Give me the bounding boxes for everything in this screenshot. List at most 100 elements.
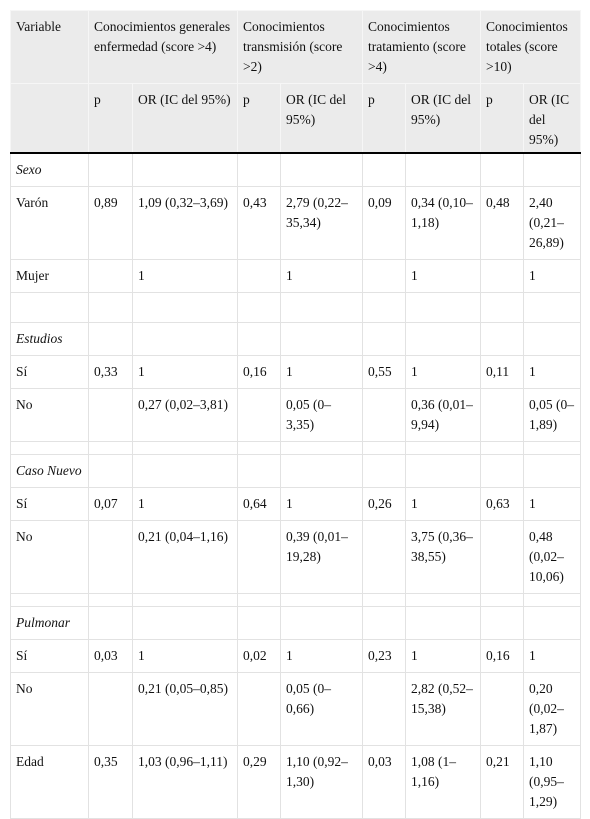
empty-cell	[280, 454, 364, 488]
cell: 0,21 (0,05–0,85)	[131, 672, 239, 746]
cell: 0,26	[362, 487, 407, 521]
cell: 0,43	[237, 186, 282, 260]
spacer-row	[10, 292, 582, 323]
data-row: No 0,21 (0,05–0,85) 0,05 (0–0,66) 2,82 (0,5…	[10, 672, 582, 746]
empty-cell	[131, 152, 239, 187]
empty-cell	[131, 441, 239, 455]
empty-cell	[362, 152, 407, 187]
empty-cell	[237, 672, 282, 746]
empty-cell	[523, 322, 582, 356]
empty-cell	[131, 454, 239, 488]
cell: 0,21	[480, 745, 525, 819]
empty-cell	[131, 606, 239, 640]
empty-cell	[523, 441, 582, 455]
empty-cell	[480, 672, 525, 746]
empty-cell	[362, 672, 407, 746]
empty-cell	[405, 441, 482, 455]
row-label: Varón	[10, 186, 89, 260]
empty-cell	[480, 292, 525, 323]
row-label: Sí	[10, 355, 89, 389]
row-label: No	[10, 388, 89, 442]
table-header: Variable Conocimientos generales enferme…	[10, 10, 582, 154]
spacer-row	[10, 441, 582, 455]
cell: 0,03	[362, 745, 407, 819]
cell: 1,03 (0,96–1,11)	[131, 745, 239, 819]
empty-cell	[237, 322, 282, 356]
cell: 0,16	[237, 355, 282, 389]
cell: 2,82 (0,52–15,38)	[405, 672, 482, 746]
empty-cell	[237, 259, 282, 293]
cell: 1	[405, 355, 482, 389]
empty-cell	[88, 606, 133, 640]
cell: 1	[405, 487, 482, 521]
cell: 0,07	[88, 487, 133, 521]
empty-cell	[88, 520, 133, 594]
empty-cell	[88, 322, 133, 356]
cell: 0,29	[237, 745, 282, 819]
empty-cell	[480, 454, 525, 488]
empty-cell	[405, 593, 482, 607]
cell: 1	[131, 639, 239, 673]
cell: 0,34 (0,10–1,18)	[405, 186, 482, 260]
cell: 0,09	[362, 186, 407, 260]
empty-cell	[131, 292, 239, 323]
cell: 1,09 (0,32–3,69)	[131, 186, 239, 260]
empty-cell	[362, 520, 407, 594]
empty-cell	[480, 520, 525, 594]
subheader: OR (IC del 95%)	[405, 83, 482, 154]
group-header: Conocimientos transmisión (score >2)	[237, 10, 364, 84]
cell: 0,16	[480, 639, 525, 673]
row-label: Sí	[10, 487, 89, 521]
empty-cell	[237, 388, 282, 442]
empty-cell	[88, 152, 133, 187]
empty-cell	[88, 292, 133, 323]
section-row: Caso Nuevo	[10, 454, 582, 488]
cell: 1,08 (1–1,16)	[405, 745, 482, 819]
cell: 0,03	[88, 639, 133, 673]
group-header: Conocimientos generales enfermedad (scor…	[87, 10, 239, 84]
data-row: No 0,27 (0,02–3,81) 0,05 (0–3,35) 0,36 (0,0…	[10, 388, 582, 442]
empty-cell	[280, 152, 364, 187]
cell: 0,48 (0,02–10,06)	[523, 520, 582, 594]
cell: 1	[280, 487, 364, 521]
empty-cell	[362, 606, 407, 640]
subheader: p	[362, 83, 407, 154]
subheader: p	[237, 83, 282, 154]
row-label: Edad	[10, 745, 89, 819]
empty-cell	[237, 441, 282, 455]
cell: 0,20 (0,02–1,87)	[523, 672, 582, 746]
empty-cell	[362, 322, 407, 356]
empty-cell	[237, 454, 282, 488]
empty-cell	[405, 322, 482, 356]
cell: 0,64	[237, 487, 282, 521]
empty-cell	[88, 441, 133, 455]
cell: 1	[131, 487, 239, 521]
spacer-row	[10, 593, 582, 607]
empty-cell	[480, 152, 525, 187]
subheader: p	[480, 83, 525, 154]
empty-cell	[523, 606, 582, 640]
section-label: Estudios	[10, 322, 89, 356]
empty-cell	[405, 152, 482, 187]
empty-cell	[480, 441, 525, 455]
cell: 0,39 (0,01–19,28)	[280, 520, 364, 594]
cell: 0,35	[88, 745, 133, 819]
empty-cell	[280, 441, 364, 455]
row-label: No	[10, 520, 89, 594]
data-row: Edad 0,35 1,03 (0,96–1,11) 0,29 1,10 (0,92–1…	[10, 745, 582, 819]
cell: 2,79 (0,22–35,34)	[280, 186, 364, 260]
empty-cell	[280, 322, 364, 356]
cell: 0,05 (0–3,35)	[280, 388, 364, 442]
empty-cell	[88, 259, 133, 293]
empty-cell	[280, 606, 364, 640]
data-row: No 0,21 (0,04–1,16) 0,39 (0,01–19,28) 3,75 …	[10, 520, 582, 594]
empty-cell	[237, 606, 282, 640]
row-label: Mujer	[10, 259, 89, 293]
empty-cell	[237, 292, 282, 323]
cell: 0,89	[88, 186, 133, 260]
empty-cell	[480, 606, 525, 640]
cell: 1,10 (0,92–1,30)	[280, 745, 364, 819]
cell: 1	[405, 639, 482, 673]
cell: 1	[280, 259, 364, 293]
